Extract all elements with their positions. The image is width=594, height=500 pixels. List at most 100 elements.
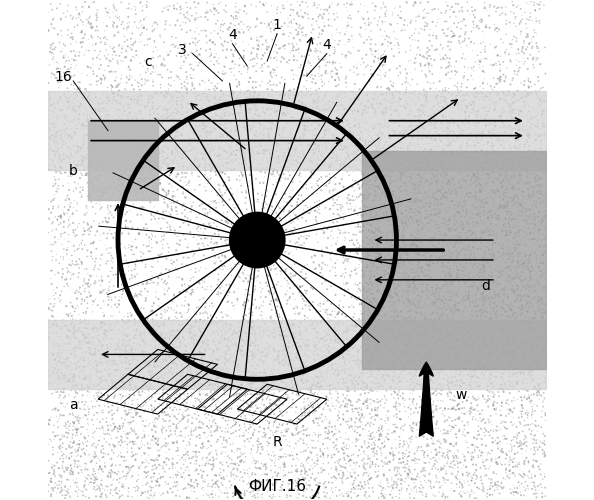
Point [74,398,83,406]
Point [66,172,75,180]
Point [226,481,236,489]
Point [500,418,510,426]
Point [323,346,332,354]
Point [358,244,368,252]
Point [515,185,525,193]
Point [150,108,159,116]
Point [153,446,162,454]
Point [479,159,488,167]
Point [509,90,519,98]
Point [404,295,413,303]
Point [223,112,233,120]
Point [540,160,549,168]
Point [532,254,541,262]
Point [314,437,323,445]
Point [132,98,142,106]
Point [269,326,279,334]
Point [216,0,225,6]
Point [245,387,254,395]
Point [473,139,483,147]
Point [51,366,61,374]
Point [265,89,274,97]
Point [342,334,352,342]
Point [125,308,135,316]
Point [498,166,508,174]
Point [162,140,171,148]
Point [390,388,399,396]
Point [334,92,343,100]
Point [519,369,528,377]
Point [375,311,384,319]
Point [423,452,432,460]
Point [78,160,88,168]
Point [381,213,390,221]
Point [121,216,131,224]
Point [88,118,97,126]
Point [459,126,468,134]
Point [389,403,399,411]
Point [381,338,391,346]
Point [64,489,73,497]
Point [281,342,290,350]
Point [258,132,268,140]
Point [236,349,246,357]
Point [257,64,267,72]
Point [200,183,209,191]
Point [286,18,296,26]
Point [431,94,441,102]
Point [189,84,199,92]
Point [302,384,312,392]
Point [293,138,302,146]
Point [240,306,249,314]
Point [216,278,226,286]
Point [177,173,187,181]
Point [517,287,526,295]
Point [147,232,157,240]
Point [118,363,127,371]
Point [312,332,322,340]
Point [460,404,469,412]
Point [129,136,138,144]
Point [103,84,112,92]
Point [168,150,177,158]
Point [523,91,532,99]
Point [106,118,115,126]
Point [45,469,55,477]
Point [501,92,511,100]
Point [66,384,75,392]
Point [495,426,505,434]
Point [274,404,284,412]
Point [273,107,282,115]
Point [415,96,425,104]
Point [235,172,244,180]
Point [478,198,487,206]
Point [153,456,162,464]
Point [261,352,270,360]
Point [209,60,219,68]
Point [541,98,550,106]
Point [242,466,252,474]
Point [174,274,184,281]
Point [352,148,361,156]
Point [134,195,144,203]
Point [187,372,196,380]
Point [341,154,350,162]
Point [439,103,448,111]
Point [102,218,111,226]
Point [273,212,283,220]
Point [293,415,303,423]
Point [443,179,452,187]
Point [295,2,305,10]
Point [510,240,519,248]
Point [412,216,421,224]
Point [507,170,517,177]
Point [236,396,246,404]
Point [89,355,98,363]
Point [418,164,428,172]
Point [390,478,399,486]
Point [159,342,168,350]
Point [344,134,353,142]
Point [470,140,480,148]
Point [312,112,321,120]
Point [446,460,456,468]
